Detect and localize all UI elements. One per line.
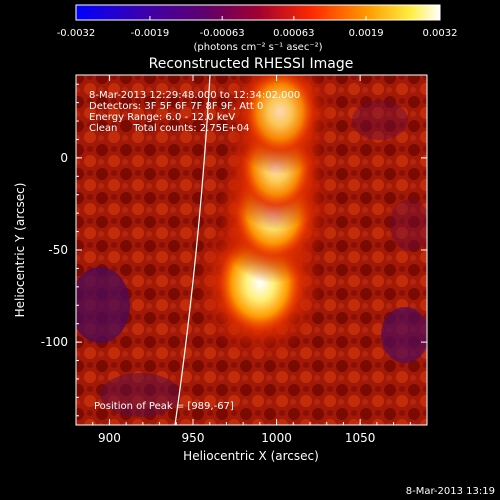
annotation-peak-position: Position of Peak = [989,-67] — [94, 401, 234, 412]
colorbar-tick-label: -0.0032 — [57, 28, 96, 39]
colorbar-ticks: -0.0032 -0.0019 -0.00063 0.00063 0.0019 0.003… — [57, 16, 458, 39]
y-tick-label: -100 — [41, 335, 68, 349]
annotation-energy-range: Energy Range: 6.0 - 12.0 keV — [89, 112, 235, 123]
x-axis-ticks: 900 950 1000 1050 — [92, 75, 428, 445]
annotation-detectors: Detectors: 3F 5F 6F 7F 8F 9F, Att 0 — [89, 101, 263, 112]
colorbar-tick-label: -0.00063 — [200, 28, 245, 39]
x-tick-label: 950 — [182, 431, 205, 445]
y-axis-label: Heliocentric Y (arcsec) — [13, 183, 27, 318]
chart-title: Reconstructed RHESSI Image — [149, 56, 354, 72]
x-tick-label: 900 — [98, 431, 121, 445]
colorbar-tick-label: -0.0019 — [131, 28, 170, 39]
colorbar-units-label: (photons cm⁻² s⁻¹ asec⁻²) — [193, 42, 322, 53]
colorbar — [75, 4, 441, 21]
emission-source — [246, 75, 313, 152]
y-tick-label: 0 — [60, 151, 68, 165]
annotation-total-counts: Clean Total counts: 2.75E+04 — [89, 123, 249, 134]
x-tick-label: 1000 — [261, 431, 292, 445]
x-axis-label: Heliocentric X (arcsec) — [183, 449, 319, 463]
solar-limb-line — [174, 75, 211, 425]
timestamp: 8-Mar-2013 13:19 — [406, 486, 495, 497]
x-tick-label: 1050 — [345, 431, 376, 445]
heatmap-image — [76, 75, 427, 425]
colorbar-tick-label: 0.0019 — [349, 28, 384, 39]
annotation-time-range: 8-Mar-2013 12:29:48.000 to 12:34:02.000 — [89, 90, 300, 101]
y-axis-ticks: 0 -50 -100 — [41, 83, 427, 417]
y-tick-label: -50 — [48, 243, 68, 257]
colorbar-tick-label: 0.0032 — [423, 28, 458, 39]
colorbar-tick-label: 0.00063 — [273, 28, 314, 39]
